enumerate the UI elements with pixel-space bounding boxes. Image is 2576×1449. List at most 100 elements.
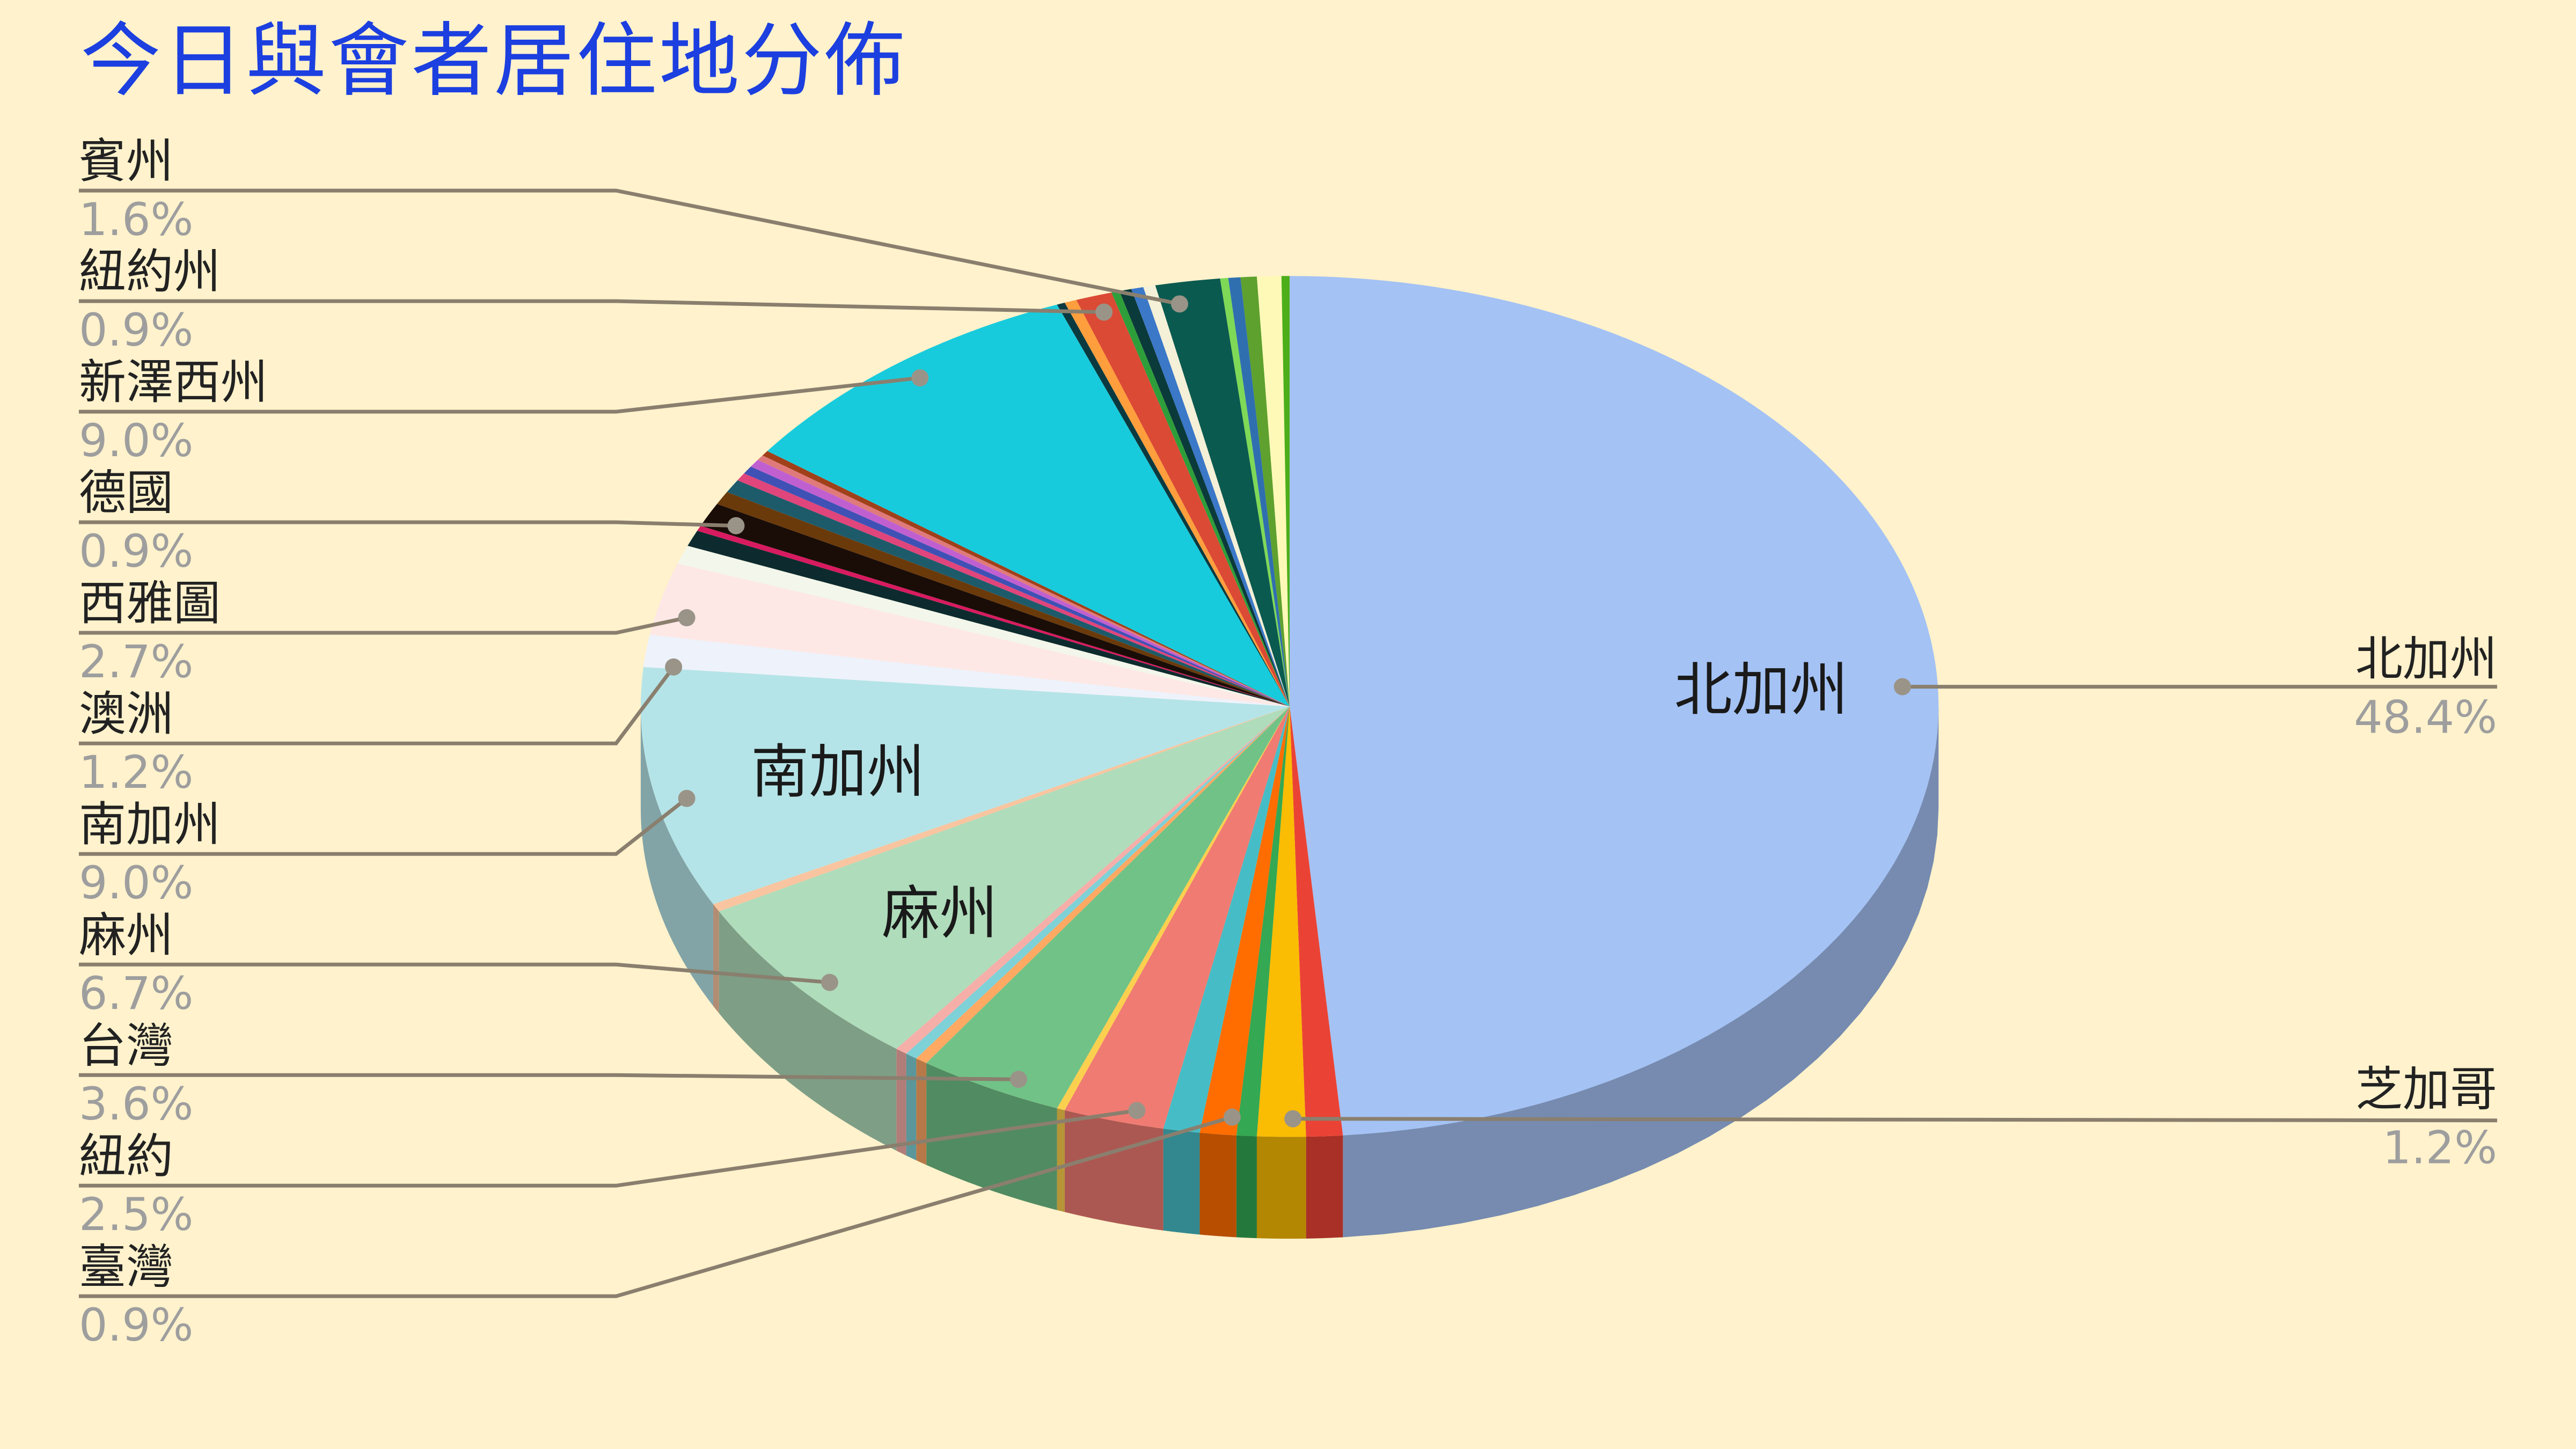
labels: 賓州1.6%紐約州0.9%新澤西州9.0%德國0.9%西雅圖2.7%澳洲1.2%… [78,134,2498,1351]
leader-line [1293,1117,2498,1123]
label-name: 德國 [79,465,173,521]
slice-other[interactable] [916,706,1290,1063]
chart-title: 今日與會者居住地分佈 [80,14,908,108]
label-percent: 0.9% [79,525,193,577]
leader-dot [727,517,745,535]
label-澳洲: 澳洲1.2% [78,658,683,799]
label-name: 新澤西州 [79,355,268,410]
slice-other[interactable] [762,451,1290,707]
label-percent: 2.7% [79,635,193,688]
slice-side [1343,706,1939,1238]
slice-side [1163,1129,1200,1235]
slice-other[interactable] [1131,287,1290,707]
label-name: 紐約 [79,1129,173,1184]
slice-澳洲[interactable] [643,634,1290,707]
leader-dot [821,974,838,991]
label-name: 台灣 [79,1018,173,1073]
slice-芝加哥[interactable] [1256,706,1306,1137]
slice-other[interactable] [1256,276,1290,707]
slice-德國[interactable] [700,503,1290,707]
slice-北加州[interactable] [1290,276,1939,1136]
slice-other[interactable] [906,706,1290,1059]
leader-line [78,665,675,745]
slice-other[interactable] [744,466,1290,707]
label-name: 芝加哥 [2355,1062,2497,1117]
label-percent: 1.2% [79,746,193,799]
leader-dot [1223,1108,1241,1126]
leader-dot [1095,303,1113,321]
label-percent: 0.9% [79,1299,193,1351]
leader-dot [678,789,696,807]
slice-台灣[interactable] [926,706,1290,1109]
slice-side [896,1049,906,1156]
inside-label: 麻州 [882,880,998,947]
slice-side [640,706,713,1006]
slice-賓州[interactable] [1155,278,1290,707]
slice-other[interactable] [896,706,1290,1054]
slice-side [719,911,897,1151]
slice-side [916,1058,927,1165]
slice-other[interactable] [1199,706,1290,1136]
slice-other[interactable] [677,546,1290,707]
slice-other[interactable] [1064,299,1290,707]
slice-other[interactable] [717,492,1290,707]
leader-dot [1170,295,1188,313]
slice-麻州[interactable] [719,706,1290,1049]
slice-other[interactable] [713,706,1290,912]
slice-西雅圖[interactable] [649,564,1290,707]
slice-other[interactable] [1281,276,1290,707]
slice-other[interactable] [750,459,1290,707]
leader-dot [1128,1102,1146,1119]
slice-南加州[interactable] [640,667,1290,904]
slice-other[interactable] [1236,706,1290,1137]
leader-dot [1009,1071,1027,1088]
leader-line [78,962,830,985]
label-賓州: 賓州1.6% [78,134,1188,313]
leader-dot [1893,678,1911,696]
slice-other[interactable] [1240,276,1290,707]
leader-line [78,616,687,635]
label-name: 西雅圖 [79,576,221,631]
slice-other[interactable] [1228,277,1290,707]
leader-line [78,299,1104,314]
leader-line [78,376,920,414]
slice-side [1306,1135,1343,1239]
leader-dot [911,369,929,387]
label-紐約: 紐約2.5% [78,1102,1146,1241]
slice-other[interactable] [1111,291,1290,707]
label-臺灣: 臺灣0.9% [78,1108,1241,1351]
label-percent: 48.4% [2354,691,2497,743]
slice-other[interactable] [737,473,1290,707]
slice-side [906,1053,917,1161]
slice-side [926,1063,1057,1210]
slice-other[interactable] [727,480,1290,707]
slice-other[interactable] [757,455,1290,707]
slice-other[interactable] [1290,706,1343,1137]
label-percent: 2.5% [79,1188,193,1241]
slice-紐約[interactable] [1064,706,1290,1129]
slice-other[interactable] [697,525,1290,707]
slice-紐約州[interactable] [1076,292,1290,707]
slice-other[interactable] [1057,706,1290,1110]
leader-line [78,1073,1019,1081]
slice-side [1064,1110,1163,1231]
pie-sides [640,706,1939,1239]
label-name: 澳洲 [79,686,173,742]
slice-新澤西州[interactable] [767,304,1290,707]
slice-other[interactable] [1057,303,1290,707]
slice-other[interactable] [1143,285,1290,707]
slice-side [1256,1136,1306,1239]
slice-臺灣[interactable] [1163,706,1290,1133]
label-name: 北加州 [2355,631,2497,686]
label-name: 麻州 [79,908,173,963]
label-percent: 9.0% [79,857,193,909]
slice-other[interactable] [1119,289,1290,707]
slice-other[interactable] [1220,277,1290,707]
slice-other[interactable] [687,531,1290,707]
slice-side [1057,1108,1065,1212]
label-德國: 德國0.9% [78,465,745,577]
